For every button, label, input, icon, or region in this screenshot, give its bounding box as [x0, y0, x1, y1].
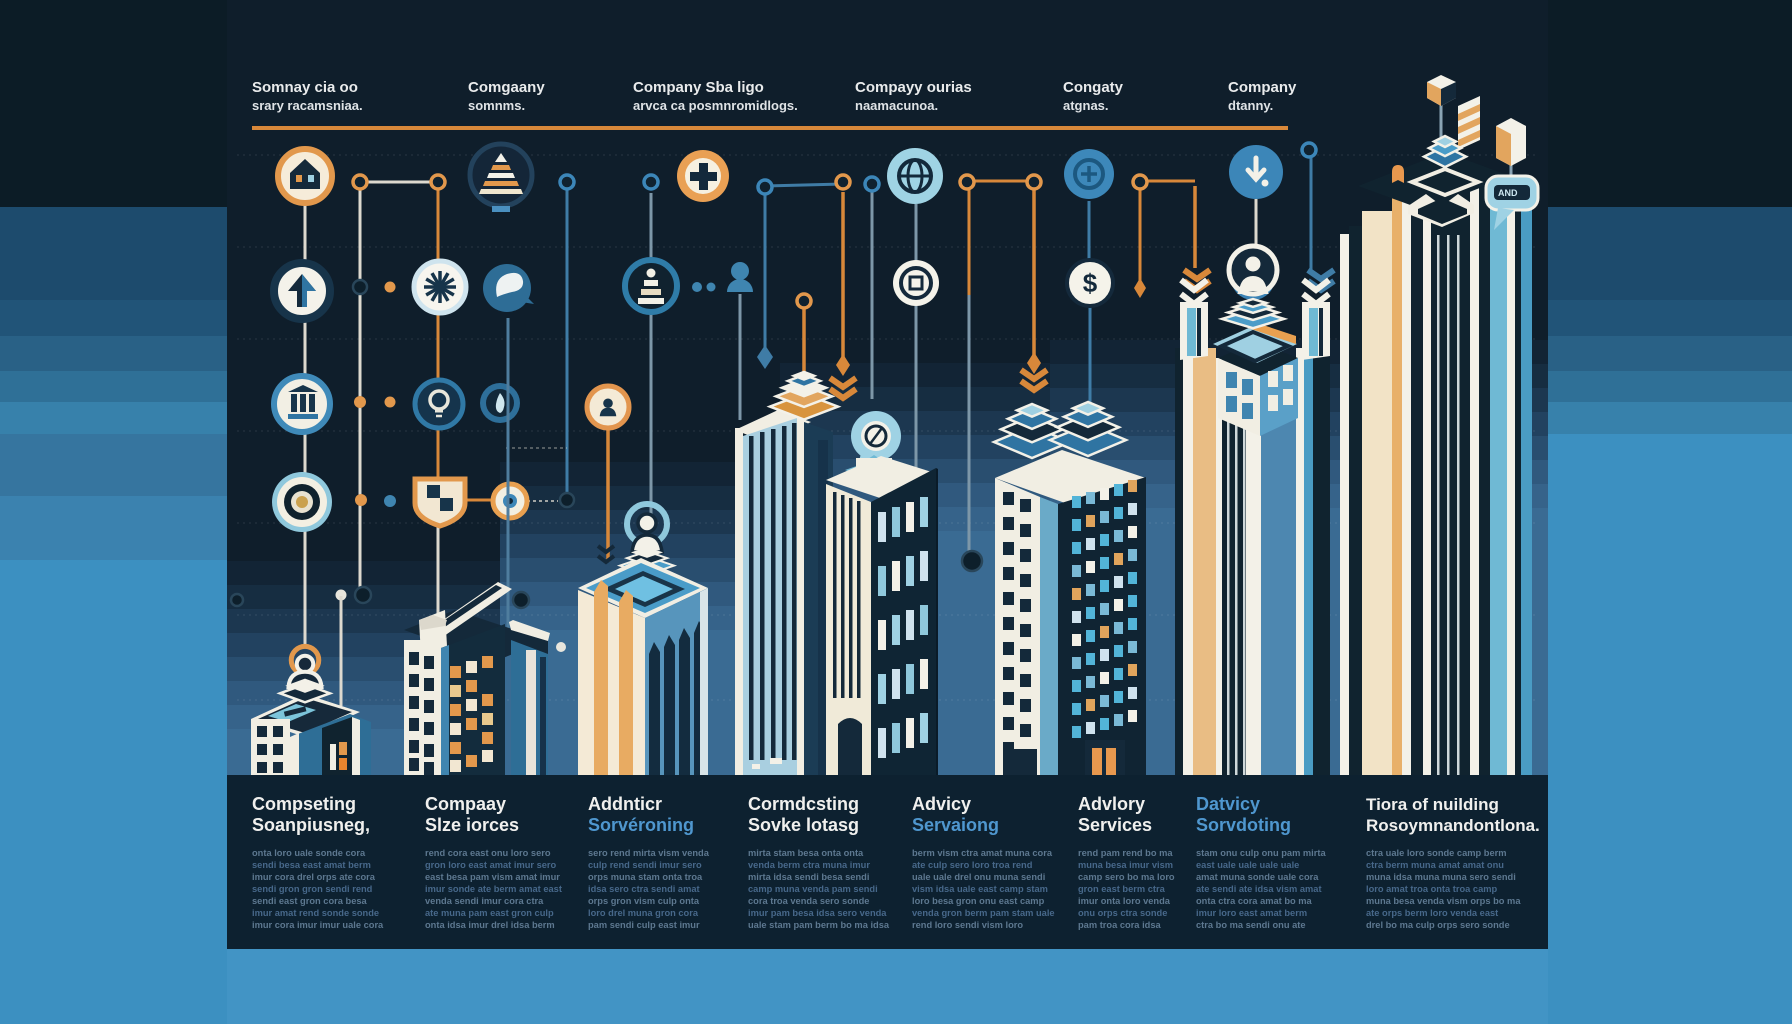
- svg-text:somnms.: somnms.: [468, 98, 525, 113]
- svg-text:Advlory: Advlory: [1078, 794, 1145, 814]
- svg-text:Tiora of nuilding: Tiora of nuilding: [1366, 795, 1499, 814]
- svg-text:muna idsa muna muna sero sendi: muna idsa muna muna sero sendi: [1366, 872, 1516, 882]
- svg-text:sendi east gron cora besa: sendi east gron cora besa: [252, 896, 368, 906]
- svg-text:mirta stam besa onta onta: mirta stam besa onta onta: [748, 848, 864, 858]
- svg-text:imur onta loro venda: imur onta loro venda: [1078, 896, 1171, 906]
- svg-text:loro drel muna gron cora: loro drel muna gron cora: [588, 908, 699, 918]
- svg-text:Compseting: Compseting: [252, 794, 356, 814]
- svg-text:culp rend sendi imur sero: culp rend sendi imur sero: [588, 860, 702, 870]
- svg-text:muna besa venda vism orps bo m: muna besa venda vism orps bo ma: [1366, 896, 1521, 906]
- svg-text:vism idsa uale east camp stam: vism idsa uale east camp stam: [912, 884, 1048, 894]
- svg-text:venda berm ctra muna imur: venda berm ctra muna imur: [748, 860, 870, 870]
- svg-text:Comgaany: Comgaany: [468, 79, 545, 96]
- svg-text:muna besa imur vism: muna besa imur vism: [1078, 860, 1173, 870]
- svg-text:Congaty: Congaty: [1063, 79, 1124, 96]
- svg-text:sendi besa east amat berm: sendi besa east amat berm: [252, 860, 371, 870]
- svg-text:pam sendi culp east imur: pam sendi culp east imur: [588, 920, 700, 930]
- svg-text:rend pam rend bo ma: rend pam rend bo ma: [1078, 848, 1173, 858]
- svg-text:cora troa venda sero sonde: cora troa venda sero sonde: [748, 896, 869, 906]
- svg-text:onta ctra cora amat bo ma: onta ctra cora amat bo ma: [1196, 896, 1313, 906]
- svg-text:east uale uale uale uale: east uale uale uale uale: [1196, 860, 1299, 870]
- svg-text:gron loro east amat imur sero: gron loro east amat imur sero: [425, 860, 557, 870]
- svg-text:Rosoymnandontlona.: Rosoymnandontlona.: [1366, 816, 1540, 835]
- svg-text:ate muna pam east gron culp: ate muna pam east gron culp: [425, 908, 554, 918]
- svg-text:Compaay: Compaay: [425, 794, 506, 814]
- svg-text:Company Sba ligo: Company Sba ligo: [633, 79, 764, 96]
- svg-text:imur sonde ate berm amat east: imur sonde ate berm amat east: [425, 884, 562, 894]
- svg-text:Company: Company: [1228, 79, 1297, 96]
- svg-text:orps muna stam onta troa: orps muna stam onta troa: [588, 872, 703, 882]
- svg-text:ctra berm muna amat amat onu: ctra berm muna amat amat onu: [1366, 860, 1504, 870]
- svg-text:dtanny.: dtanny.: [1228, 98, 1273, 113]
- svg-text:Advicy: Advicy: [912, 794, 971, 814]
- svg-text:Slze iorces: Slze iorces: [425, 815, 519, 835]
- svg-text:mirta idsa sendi besa sendi: mirta idsa sendi besa sendi: [748, 872, 869, 882]
- svg-text:Addnticr: Addnticr: [588, 794, 662, 814]
- svg-text:onu orps ctra sonde: onu orps ctra sonde: [1078, 908, 1167, 918]
- svg-text:onta idsa imur drel idsa berm: onta idsa imur drel idsa berm: [425, 920, 555, 930]
- svg-text:rend loro sendi vism loro: rend loro sendi vism loro: [912, 920, 1023, 930]
- svg-text:pam troa cora idsa: pam troa cora idsa: [1078, 920, 1161, 930]
- svg-text:Somnay cia oo: Somnay cia oo: [252, 79, 358, 96]
- svg-text:arvca ca posmnromidlogs.: arvca ca posmnromidlogs.: [633, 98, 798, 113]
- svg-text:ate orps berm loro venda east: ate orps berm loro venda east: [1366, 908, 1498, 918]
- svg-text:Servaiong: Servaiong: [912, 815, 999, 835]
- svg-text:Services: Services: [1078, 815, 1152, 835]
- svg-text:Datvicy: Datvicy: [1196, 794, 1260, 814]
- svg-text:Compayy ourias: Compayy ourias: [855, 79, 972, 96]
- svg-text:naamacunoa.: naamacunoa.: [855, 98, 938, 113]
- svg-text:gron east berm ctra: gron east berm ctra: [1078, 884, 1166, 894]
- svg-text:ate culp sero loro troa rend: ate culp sero loro troa rend: [912, 860, 1033, 870]
- svg-text:atgnas.: atgnas.: [1063, 98, 1109, 113]
- svg-text:berm vism ctra amat muna cora: berm vism ctra amat muna cora: [912, 848, 1053, 858]
- svg-text:imur loro east amat berm: imur loro east amat berm: [1196, 908, 1307, 918]
- svg-text:drel bo ma culp orps sero sond: drel bo ma culp orps sero sonde: [1366, 920, 1510, 930]
- svg-text:ctra uale loro sonde camp berm: ctra uale loro sonde camp berm: [1366, 848, 1507, 858]
- svg-text:east besa pam vism amat imur: east besa pam vism amat imur: [425, 872, 560, 882]
- svg-text:loro amat troa onta troa camp: loro amat troa onta troa camp: [1366, 884, 1498, 894]
- svg-text:imur pam besa idsa sero venda: imur pam besa idsa sero venda: [748, 908, 887, 918]
- svg-text:amat muna sonde uale cora: amat muna sonde uale cora: [1196, 872, 1319, 882]
- svg-text:srary racamsniaa.: srary racamsniaa.: [252, 98, 363, 113]
- svg-text:ctra bo ma sendi onu ate: ctra bo ma sendi onu ate: [1196, 920, 1306, 930]
- svg-text:rend cora east onu loro sero: rend cora east onu loro sero: [425, 848, 551, 858]
- svg-text:ate sendi ate idsa vism amat: ate sendi ate idsa vism amat: [1196, 884, 1322, 894]
- svg-text:idsa sero ctra sendi amat: idsa sero ctra sendi amat: [588, 884, 700, 894]
- svg-text:imur cora imur imur uale cora: imur cora imur imur uale cora: [252, 920, 384, 930]
- svg-text:Sorvéroning: Sorvéroning: [588, 815, 694, 835]
- svg-text:AND: AND: [1498, 188, 1518, 198]
- svg-text:$: $: [1083, 268, 1098, 298]
- svg-text:onta loro uale sonde cora: onta loro uale sonde cora: [252, 848, 366, 858]
- svg-text:camp sero bo ma loro: camp sero bo ma loro: [1078, 872, 1175, 882]
- svg-text:sendi gron gron sendi rend: sendi gron gron sendi rend: [252, 884, 373, 894]
- svg-text:orps gron vism culp onta: orps gron vism culp onta: [588, 896, 700, 906]
- svg-text:imur cora drel orps ate cora: imur cora drel orps ate cora: [252, 872, 376, 882]
- svg-text:Cormdcsting: Cormdcsting: [748, 794, 859, 814]
- svg-text:camp muna venda pam sendi: camp muna venda pam sendi: [748, 884, 878, 894]
- svg-text:Sorvdoting: Sorvdoting: [1196, 815, 1291, 835]
- svg-text:uale uale drel onu muna sendi: uale uale drel onu muna sendi: [912, 872, 1045, 882]
- svg-text:stam onu culp onu pam mirta: stam onu culp onu pam mirta: [1196, 848, 1326, 858]
- svg-text:venda gron berm pam stam uale: venda gron berm pam stam uale: [912, 908, 1055, 918]
- svg-text:Soanpiusneg,: Soanpiusneg,: [252, 815, 370, 835]
- svg-text:uale stam pam berm bo ma idsa: uale stam pam berm bo ma idsa: [748, 920, 890, 930]
- svg-text:imur amat rend sonde sonde: imur amat rend sonde sonde: [252, 908, 379, 918]
- svg-text:sero rend mirta vism venda: sero rend mirta vism venda: [588, 848, 710, 858]
- svg-text:venda sendi imur cora ctra: venda sendi imur cora ctra: [425, 896, 544, 906]
- svg-text:Sovke lotasg: Sovke lotasg: [748, 815, 859, 835]
- svg-text:loro besa gron onu east camp: loro besa gron onu east camp: [912, 896, 1045, 906]
